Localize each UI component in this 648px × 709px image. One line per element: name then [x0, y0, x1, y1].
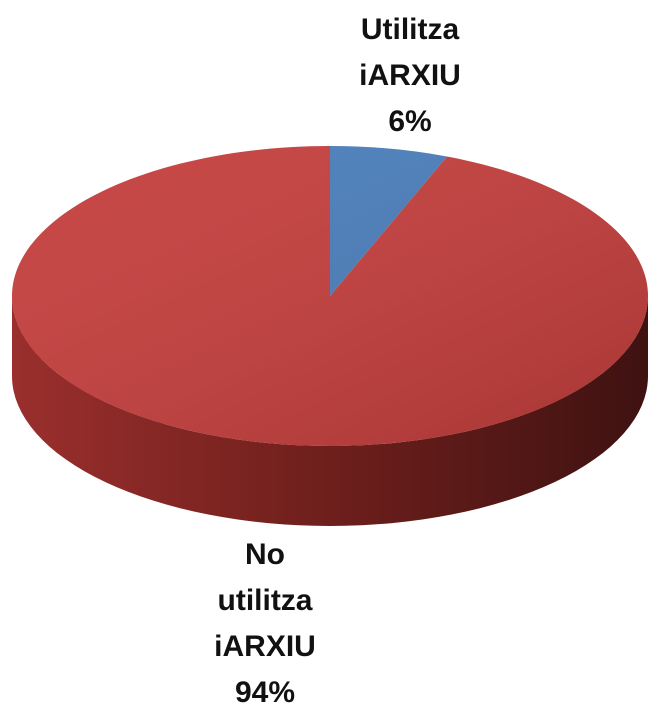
- category-label: Utilitza iARXIU: [359, 13, 461, 92]
- pie-side: [12, 296, 648, 526]
- slice-label: No utilitza iARXIU 94%: [195, 532, 335, 709]
- value-label: 94%: [234, 676, 296, 709]
- pie-slice: [12, 146, 648, 446]
- slice-label: Utilitza iARXIU 6%: [340, 7, 480, 145]
- value-label: 6%: [388, 105, 432, 138]
- category-label: No utilitza iARXIU: [214, 538, 316, 663]
